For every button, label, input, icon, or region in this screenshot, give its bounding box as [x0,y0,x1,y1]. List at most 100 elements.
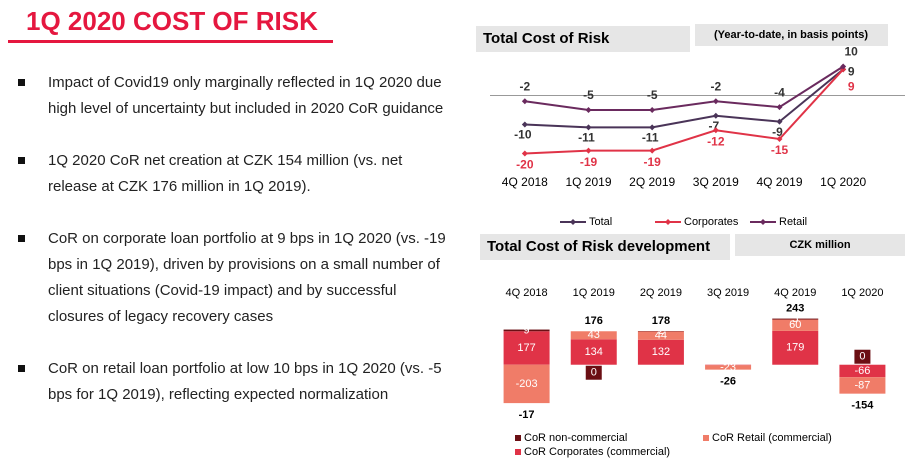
bar-segment [637,339,684,365]
data-label: -20 [516,158,534,172]
data-label: 2 [658,325,664,337]
data-label: -12 [707,134,725,148]
x-tick-label: 1Q 2019 [565,175,611,189]
data-label: 9 [848,80,855,94]
legend-label: CoR Corporates (commercial) [524,446,670,458]
point [712,112,719,119]
data-label: 10 [844,45,858,59]
data-label: -87 [854,379,870,391]
bullet: CoR on retail loan portfolio at low 10 b… [18,356,448,408]
bar-segment [570,339,617,365]
chart-subtitle: (Year-to-date, in basis points) [714,29,868,41]
series-line [524,68,844,129]
header-box [735,234,905,256]
point [776,118,783,125]
data-label: -66 [854,365,870,377]
total-label: 176 [585,315,603,327]
legend-marker [570,219,576,225]
x-tick-label: 4Q 2019 [756,175,802,189]
x-tick-label: 4Q 2018 [505,287,547,299]
label-box [854,349,871,364]
legend-label: CoR non-commercial [524,432,627,444]
point [776,136,783,142]
legend-swatch [515,435,521,441]
bar-segment [772,318,819,320]
label-box [585,365,602,380]
bar-segment [705,365,752,370]
x-tick-label: 2Q 2019 [640,287,682,299]
legend-marker [760,219,766,225]
x-tick-label: 4Q 2019 [774,287,816,299]
slide-title: 1Q 2020 COST OF RISK [26,6,318,36]
data-label: 177 [517,342,535,354]
bar-segment [772,330,819,365]
data-label: 0 [591,367,597,379]
x-tick-label: 3Q 2019 [693,175,739,189]
data-label: -10 [514,128,532,142]
data-label: -19 [580,155,598,169]
legend-marker [665,219,671,225]
total-label: 243 [786,302,804,314]
bullet-list: Impact of Covid19 only marginally reflec… [18,70,448,434]
bar-segment [503,331,550,365]
data-label: -7 [708,119,719,133]
x-tick-label: 2Q 2019 [629,175,675,189]
x-tick-label: 3Q 2019 [707,287,749,299]
point [649,107,656,113]
series-line [524,68,844,155]
point [585,147,592,154]
data-label: 44 [655,330,667,342]
point [712,127,719,134]
point [521,98,528,105]
header-box [695,24,888,46]
x-tick-label: 1Q 2020 [820,175,866,189]
bar-segment [570,331,617,340]
data-label: -5 [583,88,594,102]
data-label: 132 [652,346,670,358]
chart-title: Total Cost of Risk [483,30,610,47]
legend-label: CoR Retail (commercial) [712,432,832,444]
point [585,124,592,131]
data-label: 9 [848,65,855,79]
data-label: -3 [723,359,733,371]
bullet: Impact of Covid19 only marginally reflec… [18,70,448,122]
data-label: -9 [772,125,783,139]
data-label: -2 [519,79,530,93]
chart-title: Total Cost of Risk development [487,238,710,255]
data-label: 0 [859,351,865,363]
bar-segment [772,319,819,331]
data-label: -23 [720,361,736,373]
bar-segment [637,331,684,340]
point [585,107,592,113]
header-box [476,26,690,52]
bar-segment [705,364,752,366]
total-label: 178 [652,315,670,327]
legend-label: Retail [779,216,807,228]
point [712,98,719,105]
total-label: -17 [519,409,535,421]
data-label: 5 [792,313,798,325]
data-label: -19 [643,155,661,169]
point [521,121,528,128]
legend-swatch [515,449,521,455]
total-label: -26 [720,376,736,388]
title-rule [8,40,333,43]
x-tick-label: 4Q 2018 [502,175,548,189]
data-label: -203 [516,378,538,390]
data-label: 134 [585,346,603,358]
bar-segment [839,377,886,394]
point [649,147,656,154]
total-label: -154 [851,400,874,412]
point [776,104,783,111]
data-label: -11 [642,131,659,145]
bullet: 1Q 2020 CoR net creation at CZK 154 mill… [18,148,448,200]
header-box [480,234,730,260]
data-label: -2 [710,79,721,93]
point [649,124,656,131]
data-label: 43 [588,329,600,341]
data-label: 179 [786,342,804,354]
legend-label: Corporates [684,216,739,228]
data-label: -11 [578,131,595,145]
